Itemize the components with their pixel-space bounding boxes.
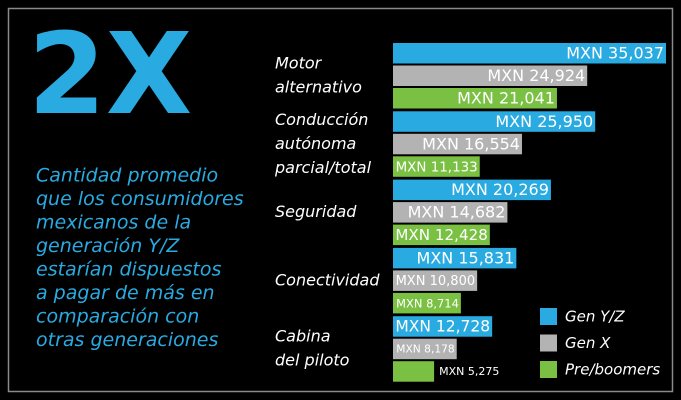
category-label: Seguridad bbox=[275, 202, 357, 221]
legend-label: Pre/boomers bbox=[565, 361, 660, 379]
bar bbox=[393, 316, 493, 337]
bar bbox=[393, 361, 435, 382]
value-label: MXN 35,037 bbox=[566, 44, 664, 63]
category-label: alternativo bbox=[275, 78, 362, 97]
category-label: parcial/total bbox=[274, 158, 372, 177]
bar bbox=[393, 111, 596, 132]
value-label: MXN 12,428 bbox=[395, 226, 487, 244]
value-label: MXN 25,950 bbox=[495, 112, 593, 131]
value-label: MXN 20,269 bbox=[451, 180, 549, 199]
legend-label: Gen Y/Z bbox=[565, 308, 625, 326]
category-label: Cabina bbox=[275, 327, 331, 346]
bar bbox=[393, 292, 461, 314]
headline: 2X bbox=[28, 10, 192, 140]
bar bbox=[393, 88, 557, 109]
value-label: MXN 14,682 bbox=[408, 203, 506, 222]
frame bbox=[7, 7, 674, 393]
description-line: mexicanos de la bbox=[36, 212, 191, 234]
description-line: que los consumidores bbox=[36, 188, 244, 210]
category-label: Motor bbox=[275, 54, 323, 73]
value-label: MXN 21,041 bbox=[457, 89, 555, 108]
legend-swatch bbox=[540, 334, 557, 352]
bar bbox=[393, 156, 480, 177]
description-line: estarían dispuestos bbox=[36, 259, 221, 281]
category-label: Conducción bbox=[275, 110, 368, 129]
description-line: otras generaciones bbox=[36, 329, 218, 351]
category-label: Conectividad bbox=[275, 270, 380, 289]
value-label: MXN 8,178 bbox=[396, 343, 455, 356]
bar bbox=[393, 133, 522, 155]
bar bbox=[393, 43, 666, 64]
category-label: del piloto bbox=[275, 351, 350, 370]
value-label: MXN 15,831 bbox=[417, 248, 515, 267]
value-label: MXN 16,554 bbox=[422, 134, 520, 153]
bar bbox=[393, 179, 551, 201]
description-line: generación Y/Z bbox=[36, 235, 180, 257]
value-label: MXN 5,275 bbox=[439, 365, 499, 378]
bar bbox=[393, 224, 490, 246]
bar bbox=[393, 202, 508, 223]
bar bbox=[393, 270, 478, 291]
bar bbox=[393, 247, 517, 269]
legend-label: Gen X bbox=[565, 334, 611, 352]
description-line: Cantidad promedio bbox=[36, 165, 218, 187]
bar bbox=[393, 65, 588, 86]
bar bbox=[393, 338, 457, 360]
value-label: MXN 10,800 bbox=[396, 274, 476, 289]
description-line: comparación con bbox=[36, 306, 199, 328]
value-label: MXN 8,714 bbox=[396, 296, 459, 310]
value-label: MXN 11,133 bbox=[396, 160, 478, 175]
description-line: a pagar de más en bbox=[36, 282, 215, 304]
legend-swatch bbox=[540, 361, 557, 378]
value-label: MXN 24,924 bbox=[487, 66, 585, 85]
legend-swatch bbox=[540, 308, 557, 325]
value-label: MXN 12,728 bbox=[395, 318, 490, 336]
category-label: autónoma bbox=[275, 134, 356, 153]
